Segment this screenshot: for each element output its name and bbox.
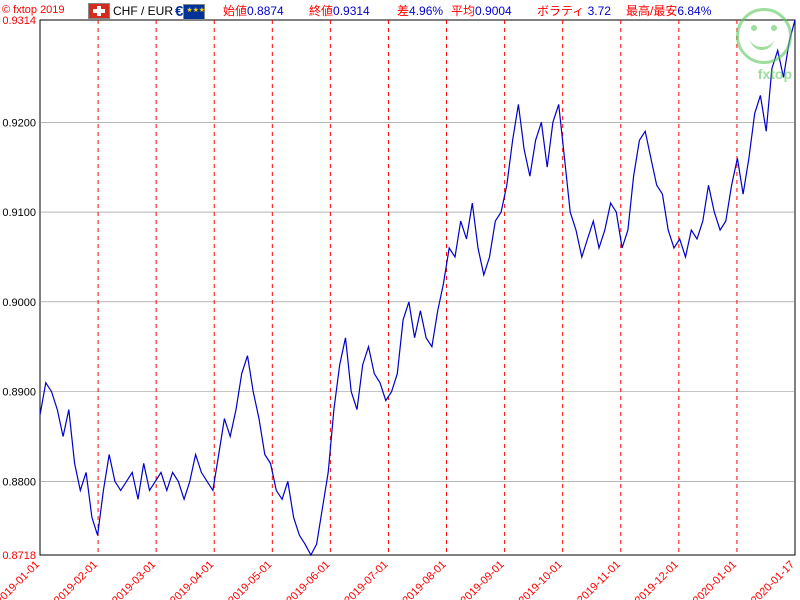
close-value: 0.9314 [333,4,370,18]
open-label: 始値 [223,4,247,18]
svg-text:0.8800: 0.8800 [2,476,36,488]
hilo-value: 6.84% [677,4,711,18]
currency-pair-label: CHF / EUR [113,4,173,18]
vol-value: 3.72 [588,4,611,18]
svg-text:0.9200: 0.9200 [2,117,36,129]
hilo-label: 最高/最安 [626,4,677,18]
svg-text:0.9100: 0.9100 [2,207,36,219]
diff-label: 差 [397,4,409,18]
flag-chf-icon [88,3,110,19]
close-label: 終値 [309,4,333,18]
svg-text:0.9000: 0.9000 [2,297,36,309]
watermark-text: fxtop [736,66,792,82]
diff-value: 4.96% [409,4,443,18]
avg-label: 平均 [451,4,475,18]
vol-label: ボラティ [537,4,584,18]
euro-symbol-icon: € [175,3,183,20]
avg-value: 0.9004 [475,4,512,18]
fxtop-watermark: fxtop [736,8,792,82]
svg-text:0.8900: 0.8900 [2,387,36,399]
chart-header: © fxtop 2019 CHF / EUR €★ ★ ★ 始値0.8874 終… [0,2,800,22]
copyright-label: © fxtop 2019 [2,4,65,16]
flag-eur-icon: ★ ★ ★ [183,4,205,20]
price-chart: 0.88000.89000.90000.91000.92000.93140.87… [0,0,800,600]
open-value: 0.8874 [247,4,284,18]
